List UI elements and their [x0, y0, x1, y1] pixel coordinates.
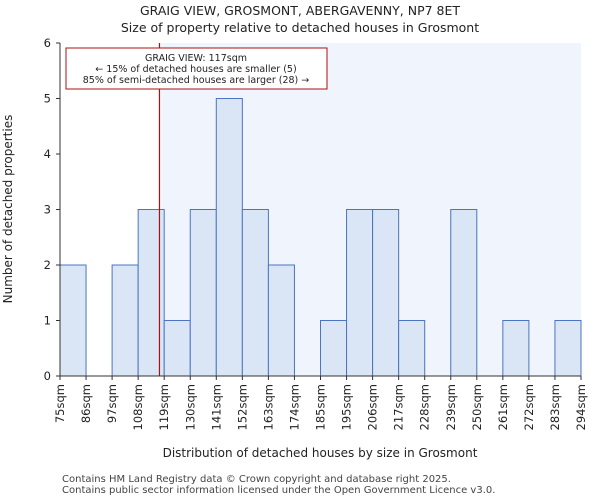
x-tick-label: 119sqm [157, 384, 171, 430]
x-axis-label: Distribution of detached houses by size … [163, 446, 478, 460]
y-axis-label: Number of detached properties [1, 115, 15, 304]
x-tick-label: 152sqm [235, 384, 249, 430]
bar-239sqm [450, 209, 478, 377]
bar-141sqm [215, 98, 243, 377]
x-tick-label: 283sqm [548, 384, 562, 430]
y-tick-label: 5 [44, 92, 51, 106]
x-tick-label: 250sqm [470, 384, 484, 430]
x-tick-label: 75sqm [53, 384, 67, 423]
bar-195sqm [346, 209, 374, 377]
x-tick-label: 86sqm [79, 384, 93, 423]
y-tick-label: 6 [44, 36, 51, 50]
y-tick-label: 2 [44, 258, 51, 272]
annotation-line-1: GRAIG VIEW: 117sqm [145, 53, 247, 64]
x-tick-label: 97sqm [105, 384, 119, 423]
bar-75sqm [59, 264, 87, 377]
bar-261sqm [502, 320, 530, 377]
x-tick-label: 108sqm [131, 384, 145, 430]
footer-line-1: Contains HM Land Registry data © Crown c… [62, 474, 451, 485]
bar-108sqm [137, 209, 165, 377]
bar-283sqm [554, 320, 582, 377]
chart-subtitle: Size of property relative to detached ho… [120, 20, 480, 35]
bar-119sqm [163, 320, 191, 377]
x-tick-label: 185sqm [314, 384, 328, 430]
bar-152sqm [241, 209, 269, 377]
bar-163sqm [267, 264, 295, 377]
x-tick-label: 206sqm [366, 384, 380, 430]
chart-title: GRAIG VIEW, GROSMONT, ABERGAVENNY, NP7 8… [139, 3, 461, 18]
bar-185sqm [320, 320, 348, 377]
annotation-box: GRAIG VIEW: 117sqm ← 15% of detached hou… [65, 47, 328, 90]
annotation-line-2: ← 15% of detached houses are smaller (5) [95, 64, 296, 75]
x-tick-label: 163sqm [261, 384, 275, 430]
y-tick-label: 1 [44, 314, 51, 328]
x-tick-label: 217sqm [392, 384, 406, 430]
x-tick-label: 130sqm [183, 384, 197, 430]
y-tick-label: 3 [44, 203, 51, 217]
bar-217sqm [398, 320, 426, 377]
x-tick-label: 228sqm [418, 384, 432, 430]
bar-97sqm [111, 264, 139, 377]
x-tick-label: 261sqm [496, 384, 510, 430]
annotation-line-3: 85% of semi-detached houses are larger (… [83, 75, 310, 86]
x-tick-label: 195sqm [340, 384, 354, 430]
y-tick-label: 0 [44, 369, 51, 383]
x-tick-label: 294sqm [574, 384, 588, 430]
x-tick-label: 272sqm [522, 384, 536, 430]
x-tick-label: 239sqm [444, 384, 458, 430]
x-tick-label: 174sqm [287, 384, 301, 430]
y-tick-label: 4 [44, 147, 51, 161]
footer-line-2: Contains public sector information licen… [62, 485, 496, 496]
bar-206sqm [372, 209, 400, 377]
x-tick-label: 141sqm [209, 384, 223, 430]
bar-130sqm [189, 209, 217, 377]
